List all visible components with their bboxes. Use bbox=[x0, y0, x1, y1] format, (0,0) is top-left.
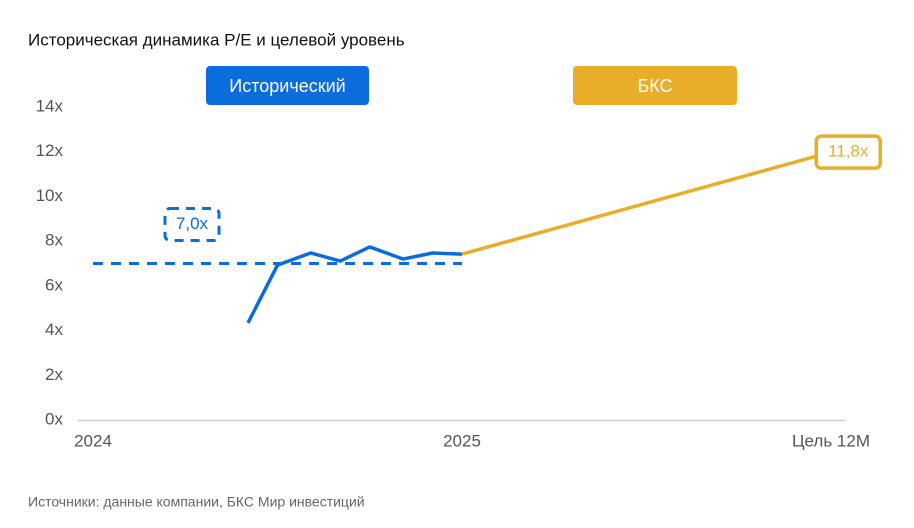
legend-box bbox=[206, 66, 369, 105]
source-note: Источники: данные компании, БКС Мир инве… bbox=[28, 494, 365, 510]
y-tick-label: 10x bbox=[36, 186, 64, 205]
y-tick-label: 8x bbox=[45, 231, 63, 250]
x-tick-label: 2024 bbox=[74, 431, 112, 450]
y-tick-label: 0x bbox=[45, 409, 63, 428]
y-tick-label: 2x bbox=[45, 365, 63, 384]
legend-label: БКС bbox=[637, 76, 672, 96]
value-label-box bbox=[163, 207, 221, 242]
y-tick-label: 6x bbox=[45, 275, 63, 294]
series-line bbox=[461, 154, 817, 256]
series-line bbox=[246, 245, 463, 324]
legend-box bbox=[573, 66, 737, 105]
y-tick-label: 14x bbox=[36, 96, 64, 115]
legend-label: Исторический bbox=[229, 76, 345, 96]
value-label: 7,0x bbox=[176, 214, 209, 233]
y-tick-label: 4x bbox=[45, 320, 63, 339]
x-tick-label: Цель 12M bbox=[792, 431, 870, 450]
x-tick-label: 2025 bbox=[443, 431, 481, 450]
value-label: 11,8x bbox=[828, 142, 869, 161]
chart-title: Историческая динамика P/E и целевой уров… bbox=[28, 30, 405, 49]
value-label-box bbox=[814, 134, 882, 170]
y-tick-label: 12x bbox=[36, 141, 64, 160]
